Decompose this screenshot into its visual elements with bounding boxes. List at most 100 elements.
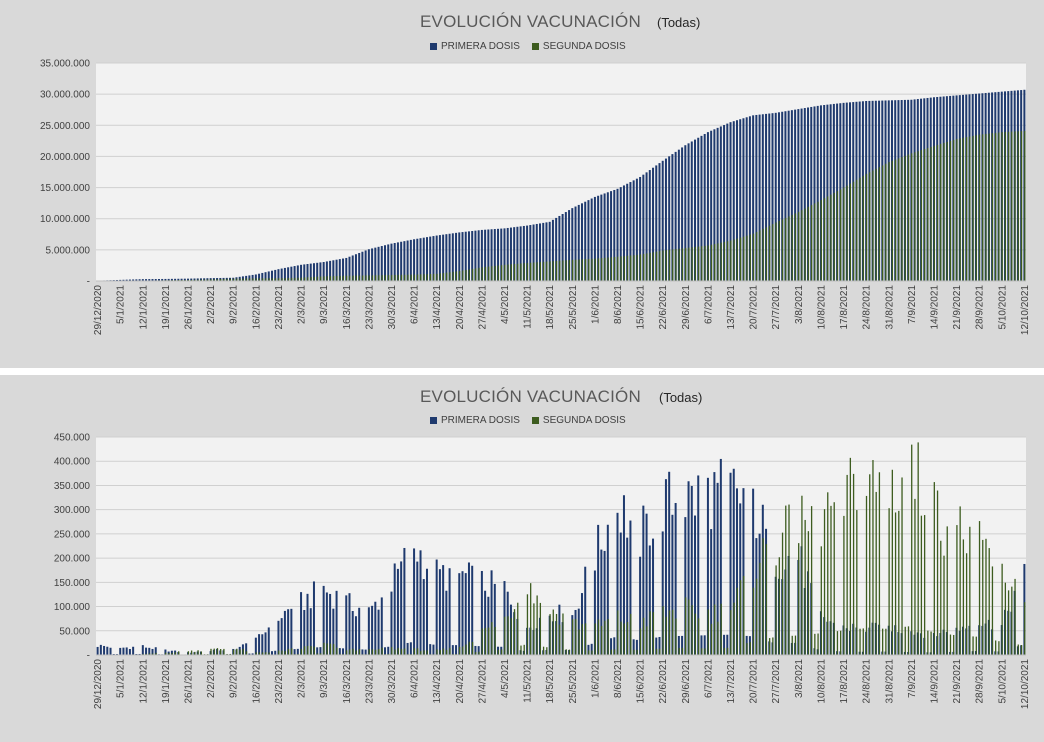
bar-segunda-dosis bbox=[313, 276, 315, 281]
bar-segunda-dosis bbox=[668, 249, 671, 281]
bar-primera-dosis bbox=[506, 227, 509, 281]
bar-segunda-dosis bbox=[978, 134, 981, 281]
bar-segunda-dosis bbox=[607, 619, 609, 655]
bar-primera-dosis bbox=[629, 520, 632, 655]
bar-primera-dosis bbox=[568, 210, 571, 281]
bar-segunda-dosis bbox=[236, 648, 238, 655]
bar-segunda-dosis bbox=[885, 163, 887, 281]
bar-segunda-dosis bbox=[381, 647, 383, 655]
bar-primera-dosis bbox=[403, 241, 406, 281]
bar-primera-dosis bbox=[380, 597, 383, 655]
bar-primera-dosis bbox=[151, 648, 154, 655]
bar-segunda-dosis bbox=[1020, 645, 1023, 655]
bar-segunda-dosis bbox=[187, 279, 190, 281]
bar-primera-dosis bbox=[99, 644, 102, 655]
bar-segunda-dosis bbox=[714, 604, 716, 655]
x-tick-label: 9/3/2021 bbox=[319, 659, 330, 698]
bar-segunda-dosis bbox=[601, 625, 603, 655]
bar-segunda-dosis bbox=[575, 259, 577, 281]
bar-primera-dosis bbox=[768, 113, 771, 281]
bar-primera-dosis bbox=[797, 109, 800, 281]
bar-segunda-dosis bbox=[778, 557, 780, 655]
bar-primera-dosis bbox=[390, 243, 393, 281]
x-tick-label: 14/9/2021 bbox=[929, 659, 940, 704]
bar-primera-dosis bbox=[703, 635, 706, 655]
bar-segunda-dosis bbox=[694, 246, 697, 281]
bar-segunda-dosis bbox=[775, 222, 777, 281]
bar-segunda-dosis bbox=[507, 616, 509, 655]
bar-segunda-dosis bbox=[523, 644, 525, 655]
bar-primera-dosis bbox=[748, 116, 751, 282]
bar-segunda-dosis bbox=[1024, 130, 1026, 281]
chart-subtitle: (Todas) bbox=[659, 390, 703, 405]
bar-primera-dosis bbox=[635, 639, 638, 655]
bar-segunda-dosis bbox=[220, 279, 222, 281]
bar-primera-dosis bbox=[348, 593, 351, 655]
bar-segunda-dosis bbox=[840, 630, 842, 655]
bar-segunda-dosis bbox=[804, 519, 806, 655]
x-tick-label: 13/7/2021 bbox=[726, 659, 737, 704]
bar-primera-dosis bbox=[655, 637, 658, 655]
bar-segunda-dosis bbox=[807, 206, 810, 281]
bar-primera-dosis bbox=[167, 278, 170, 281]
bar-segunda-dosis bbox=[752, 587, 755, 655]
bar-segunda-dosis bbox=[659, 251, 661, 281]
bar-segunda-dosis bbox=[936, 490, 939, 655]
daily-chart-svg: - 50.000 100.000 150.000 200.000 250.000 300.0… bbox=[54, 433, 1031, 710]
bar-segunda-dosis bbox=[933, 482, 935, 655]
bar-primera-dosis bbox=[132, 646, 135, 655]
bar-segunda-dosis bbox=[617, 256, 619, 281]
bar-segunda-dosis bbox=[678, 647, 680, 655]
bar-segunda-dosis bbox=[701, 648, 703, 655]
bar-segunda-dosis bbox=[565, 649, 567, 655]
bar-segunda-dosis bbox=[830, 194, 832, 281]
bar-primera-dosis bbox=[697, 475, 700, 655]
bar-segunda-dosis bbox=[882, 628, 884, 655]
bar-segunda-dosis bbox=[520, 645, 522, 655]
bar-segunda-dosis bbox=[953, 634, 955, 655]
bar-segunda-dosis bbox=[646, 253, 648, 281]
bar-primera-dosis bbox=[771, 113, 774, 282]
bar-segunda-dosis bbox=[781, 532, 784, 655]
x-tick-label: 15/6/2021 bbox=[636, 659, 647, 704]
bar-primera-dosis bbox=[306, 264, 309, 281]
bar-primera-dosis bbox=[781, 111, 784, 281]
bar-primera-dosis bbox=[574, 206, 577, 281]
bar-primera-dosis bbox=[580, 593, 583, 655]
bar-segunda-dosis bbox=[972, 135, 974, 281]
bar-segunda-dosis bbox=[239, 278, 241, 281]
bar-primera-dosis bbox=[455, 232, 458, 281]
bar-primera-dosis bbox=[367, 607, 370, 655]
bar-segunda-dosis bbox=[352, 648, 354, 655]
bar-segunda-dosis bbox=[927, 630, 929, 655]
x-tick-label: 20/7/2021 bbox=[749, 285, 760, 330]
bar-primera-dosis bbox=[461, 571, 464, 655]
bar-primera-dosis bbox=[467, 231, 470, 281]
bar-primera-dosis bbox=[422, 579, 425, 655]
bar-primera-dosis bbox=[516, 226, 519, 281]
bar-primera-dosis bbox=[684, 517, 687, 655]
chart-title: EVOLUCIÓN VACUNACIÓN bbox=[420, 387, 641, 406]
bar-segunda-dosis bbox=[907, 626, 910, 655]
bar-primera-dosis bbox=[471, 230, 474, 281]
bar-primera-dosis bbox=[329, 260, 332, 281]
bar-segunda-dosis bbox=[265, 652, 267, 655]
bar-primera-dosis bbox=[600, 549, 603, 655]
bar-primera-dosis bbox=[758, 114, 761, 282]
bar-segunda-dosis bbox=[449, 272, 451, 281]
bar-primera-dosis bbox=[267, 271, 270, 281]
bar-primera-dosis bbox=[639, 176, 642, 281]
bar-primera-dosis bbox=[309, 608, 312, 655]
bar-segunda-dosis bbox=[517, 263, 519, 281]
bar-segunda-dosis bbox=[368, 275, 370, 281]
x-tick-label: 14/9/2021 bbox=[929, 285, 940, 330]
bar-primera-dosis bbox=[180, 278, 183, 281]
bar-primera-dosis bbox=[668, 156, 671, 281]
y-tick-label: 150.000 bbox=[54, 578, 91, 589]
bar-segunda-dosis bbox=[1017, 131, 1019, 281]
bar-primera-dosis bbox=[509, 227, 512, 281]
bar-segunda-dosis bbox=[294, 277, 296, 281]
bar-segunda-dosis bbox=[878, 167, 881, 281]
bar-segunda-dosis bbox=[710, 623, 713, 655]
bar-segunda-dosis bbox=[707, 609, 709, 655]
